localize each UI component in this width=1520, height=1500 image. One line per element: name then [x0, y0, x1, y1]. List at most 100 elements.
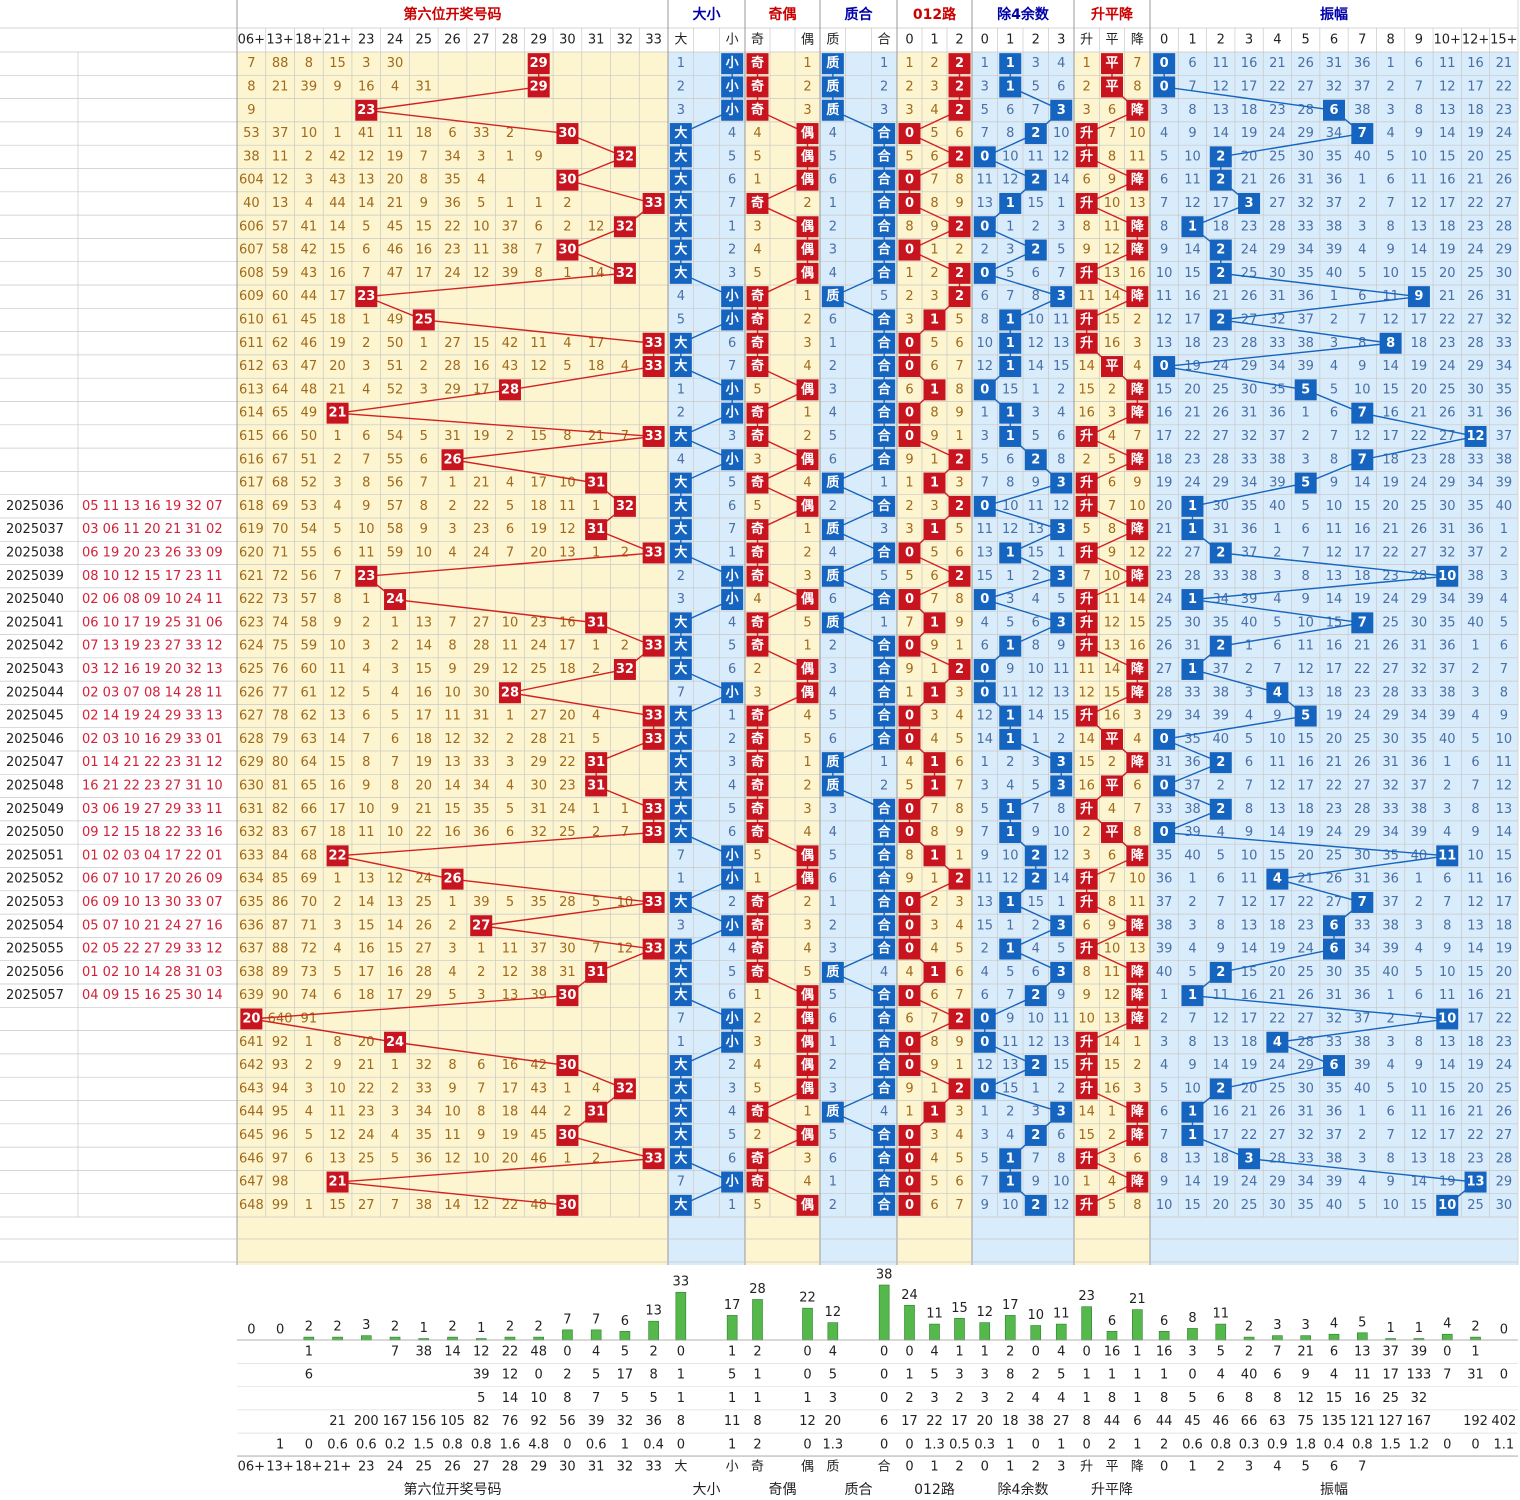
miss-count: 1 [1032, 732, 1040, 747]
trend-hit-box [1075, 309, 1098, 331]
miss-count: 29 [1241, 359, 1258, 374]
miss-count: 33 [1467, 452, 1484, 467]
stats-value: 0 [905, 1437, 913, 1452]
stats-value: 0 [1443, 1345, 1451, 1360]
amp-hit-box [1294, 705, 1317, 727]
stats-value: 2 [905, 1391, 913, 1406]
size-hit-box [669, 262, 692, 284]
miss-count: 16 [415, 243, 432, 258]
mod4-hit-box-label: 0 [980, 592, 989, 607]
miss-count: 4 [1386, 1058, 1394, 1073]
route-hit-box [948, 495, 971, 517]
miss-count: 19 [1439, 243, 1456, 258]
miss-count: 25 [1467, 266, 1484, 281]
miss-count: 1 [905, 56, 913, 71]
size-hit-box-label: 大 [674, 964, 687, 980]
miss-count: 3 [955, 1105, 963, 1120]
column-header: 31 [588, 33, 605, 48]
miss-count: 3 [981, 778, 989, 793]
miss-count: 51 [387, 359, 404, 374]
miss-count: 6 [448, 126, 456, 141]
route-hit-box-label: 1 [930, 312, 939, 327]
miss-count: 9 [1188, 126, 1196, 141]
miss-count: 4 [829, 545, 837, 560]
miss-count: 2 [1133, 1058, 1141, 1073]
miss-count: 1 [677, 56, 685, 71]
miss-count: 4 [930, 103, 938, 118]
miss-count: 4 [621, 359, 629, 374]
stats-value: 1.1 [1494, 1437, 1515, 1452]
miss-count: 5 [1188, 965, 1196, 980]
amp-hit-box [1181, 589, 1204, 611]
miss-count: 647 [239, 1175, 264, 1190]
miss-count: 6 [829, 1011, 837, 1026]
amp-hit-box-label: 7 [1358, 615, 1367, 630]
miss-count: 9 [1160, 243, 1168, 258]
miss-count: 11 [1184, 173, 1201, 188]
parity-hit-box-label: 奇 [751, 964, 764, 980]
miss-count: 2 [677, 406, 685, 421]
miss-count: 4 [305, 1105, 313, 1120]
mod4-hit-box [973, 1031, 996, 1053]
sixth-hit-ball-label: 23 [357, 569, 375, 584]
miss-count: 95 [272, 1105, 289, 1120]
miss-count: 5 [829, 848, 837, 863]
miss-count: 37 [1354, 1011, 1371, 1026]
miss-count: 1 [1083, 56, 1091, 71]
miss-count: 636 [239, 918, 264, 933]
trend-hit-box-label: 平 [1105, 56, 1118, 71]
drawn-numbers: 02 03 10 16 29 33 01 [82, 732, 223, 747]
stats-value: 2 [1160, 1437, 1168, 1452]
miss-count: 3 [1415, 918, 1423, 933]
stats-value: 0 [803, 1345, 811, 1360]
miss-count: 8 [955, 802, 963, 817]
route-hit-box-label: 2 [955, 452, 964, 467]
miss-count: 32 [1297, 1128, 1314, 1143]
stats-value: 0.4 [643, 1437, 664, 1452]
drawn-numbers: 06 10 17 19 25 31 06 [82, 615, 223, 630]
miss-count: 36 [1354, 988, 1371, 1003]
miss-count: 16 [1467, 988, 1484, 1003]
trend-hit-box-label: 降 [1131, 451, 1145, 467]
miss-count: 4 [829, 126, 837, 141]
miss-count: 36 [1326, 173, 1343, 188]
miss-count: 12 [473, 266, 490, 281]
trend-hit-box [1075, 589, 1098, 611]
column-header: 9 [1415, 33, 1423, 48]
mod4-hit-box [973, 1078, 996, 1100]
miss-count: 4 [1108, 429, 1116, 444]
miss-count: 5 [753, 848, 761, 863]
miss-count: 10 [1002, 499, 1019, 514]
miss-count: 19 [473, 429, 490, 444]
miss-count: 3 [803, 569, 811, 584]
stats-value: 17 [901, 1414, 918, 1429]
size-hit-box-label: 小 [726, 79, 739, 94]
miss-count: 9 [1032, 476, 1040, 491]
route-hit-box-label: 1 [930, 755, 939, 770]
trend-hit-box-label: 升 [1080, 1150, 1093, 1166]
miss-count: 9 [981, 1198, 989, 1213]
miss-count: 12 [1002, 522, 1019, 537]
miss-count: 12 [1269, 778, 1286, 793]
amp-hit-box [1209, 1078, 1232, 1100]
miss-count: 15 [1269, 848, 1286, 863]
route-hit-box [948, 1078, 971, 1100]
amp-hit-box-label: 4 [1273, 1035, 1282, 1050]
stats-value: 22 [502, 1345, 519, 1360]
miss-count: 60 [301, 662, 318, 677]
miss-count: 7 [1500, 662, 1508, 677]
parity-hit-box-label: 奇 [751, 638, 764, 654]
parity-hit-box [746, 472, 769, 494]
mod4-hit-box [1050, 915, 1073, 937]
miss-count: 8 [955, 173, 963, 188]
miss-count: 7 [677, 1175, 685, 1190]
miss-count: 1 [1500, 522, 1508, 537]
stats-value: 1 [955, 1345, 963, 1360]
stats-value: 5 [728, 1368, 736, 1383]
miss-count: 28 [1354, 802, 1371, 817]
miss-count: 2 [728, 243, 736, 258]
prime-hit-box [873, 146, 896, 168]
size-hit-box [721, 845, 744, 867]
stats-value: 0 [880, 1368, 888, 1383]
miss-count: 23 [1156, 569, 1173, 584]
